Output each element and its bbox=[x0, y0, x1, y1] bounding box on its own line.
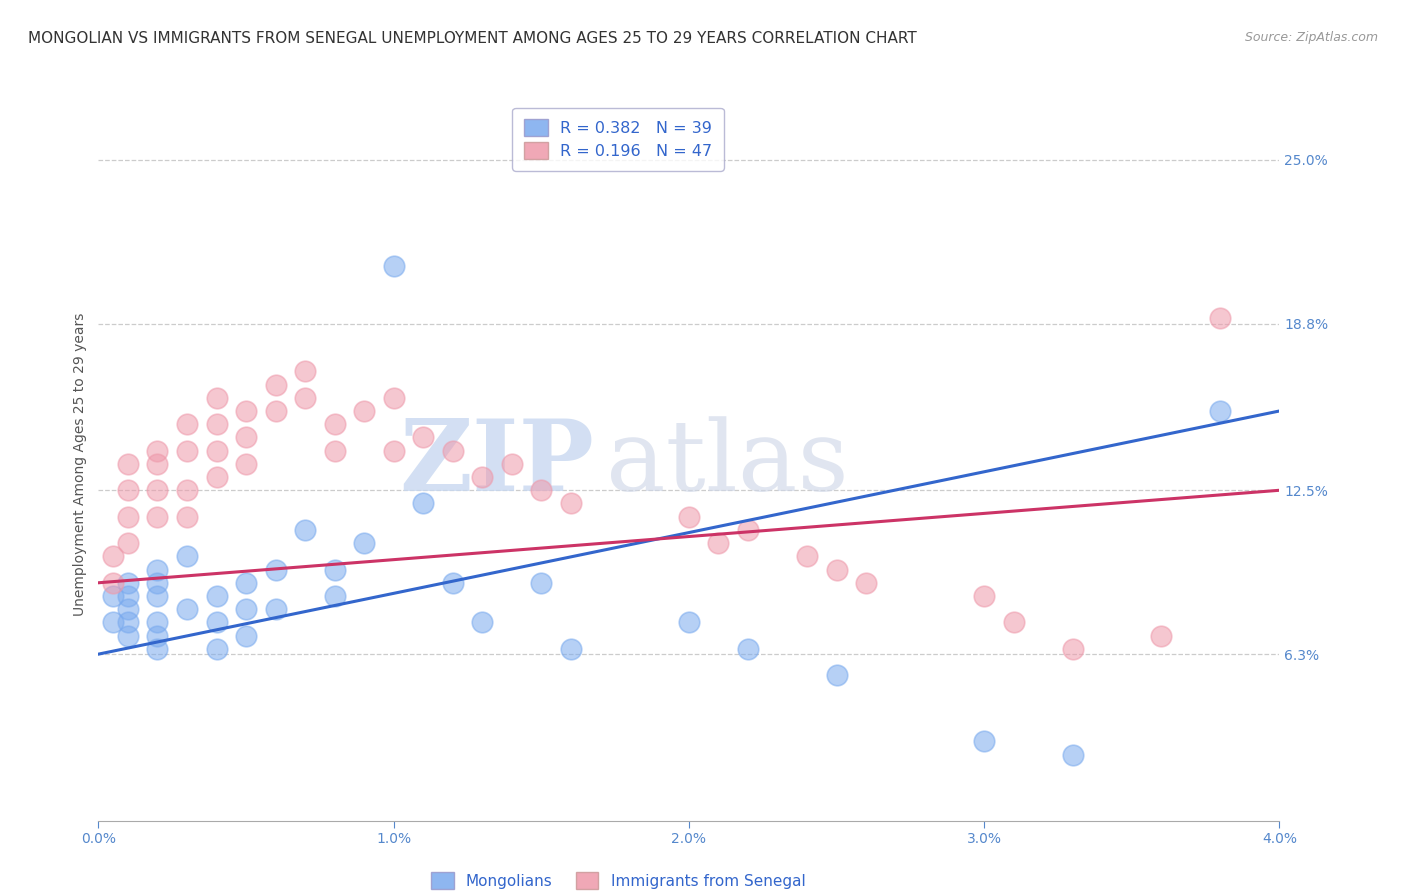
Point bbox=[382, 391, 405, 405]
Point bbox=[353, 536, 375, 550]
Point bbox=[205, 641, 228, 656]
Point bbox=[382, 259, 405, 273]
Point bbox=[235, 629, 257, 643]
Point bbox=[264, 563, 287, 577]
Point bbox=[294, 523, 316, 537]
Point bbox=[471, 470, 494, 484]
Point bbox=[117, 509, 139, 524]
Point bbox=[176, 443, 198, 458]
Point bbox=[796, 549, 818, 564]
Point bbox=[117, 575, 139, 590]
Point bbox=[103, 575, 125, 590]
Point bbox=[737, 641, 759, 656]
Point bbox=[205, 443, 228, 458]
Point bbox=[353, 404, 375, 418]
Point bbox=[176, 509, 198, 524]
Point bbox=[205, 417, 228, 432]
Point bbox=[323, 589, 346, 603]
Legend: Mongolians, Immigrants from Senegal: Mongolians, Immigrants from Senegal bbox=[425, 866, 811, 892]
Point bbox=[117, 589, 139, 603]
Point bbox=[825, 668, 848, 682]
Y-axis label: Unemployment Among Ages 25 to 29 years: Unemployment Among Ages 25 to 29 years bbox=[73, 312, 87, 615]
Point bbox=[235, 457, 257, 471]
Point bbox=[235, 602, 257, 616]
Point bbox=[146, 457, 169, 471]
Point bbox=[412, 496, 434, 510]
Point bbox=[441, 443, 464, 458]
Point bbox=[530, 575, 553, 590]
Point bbox=[855, 575, 877, 590]
Point bbox=[1209, 404, 1232, 418]
Point bbox=[205, 615, 228, 630]
Text: MONGOLIAN VS IMMIGRANTS FROM SENEGAL UNEMPLOYMENT AMONG AGES 25 TO 29 YEARS CORR: MONGOLIAN VS IMMIGRANTS FROM SENEGAL UNE… bbox=[28, 31, 917, 46]
Point bbox=[737, 523, 759, 537]
Point bbox=[176, 417, 198, 432]
Text: ZIP: ZIP bbox=[399, 416, 595, 512]
Point bbox=[471, 615, 494, 630]
Point bbox=[560, 496, 582, 510]
Point bbox=[1150, 629, 1173, 643]
Point bbox=[264, 602, 287, 616]
Point bbox=[323, 443, 346, 458]
Point bbox=[146, 575, 169, 590]
Point bbox=[530, 483, 553, 498]
Point bbox=[412, 430, 434, 444]
Point bbox=[235, 430, 257, 444]
Point bbox=[103, 549, 125, 564]
Point bbox=[678, 615, 700, 630]
Point bbox=[1209, 311, 1232, 326]
Point bbox=[678, 509, 700, 524]
Point bbox=[973, 734, 995, 748]
Point bbox=[176, 549, 198, 564]
Point bbox=[501, 457, 523, 471]
Point bbox=[176, 483, 198, 498]
Point bbox=[441, 575, 464, 590]
Point bbox=[117, 615, 139, 630]
Point bbox=[205, 470, 228, 484]
Point bbox=[117, 629, 139, 643]
Point bbox=[1002, 615, 1025, 630]
Point bbox=[382, 443, 405, 458]
Point bbox=[294, 391, 316, 405]
Text: Source: ZipAtlas.com: Source: ZipAtlas.com bbox=[1244, 31, 1378, 45]
Point bbox=[176, 602, 198, 616]
Point bbox=[146, 615, 169, 630]
Point bbox=[146, 443, 169, 458]
Point bbox=[294, 364, 316, 378]
Point bbox=[103, 589, 125, 603]
Point bbox=[323, 417, 346, 432]
Point bbox=[103, 615, 125, 630]
Point bbox=[117, 457, 139, 471]
Point bbox=[1062, 641, 1084, 656]
Point bbox=[323, 563, 346, 577]
Point bbox=[146, 509, 169, 524]
Point bbox=[235, 575, 257, 590]
Point bbox=[146, 641, 169, 656]
Point bbox=[117, 602, 139, 616]
Point bbox=[205, 391, 228, 405]
Point bbox=[1062, 747, 1084, 762]
Point bbox=[264, 404, 287, 418]
Point bbox=[235, 404, 257, 418]
Point bbox=[560, 641, 582, 656]
Point bbox=[146, 589, 169, 603]
Point bbox=[825, 563, 848, 577]
Point bbox=[117, 483, 139, 498]
Point bbox=[146, 629, 169, 643]
Point bbox=[264, 377, 287, 392]
Point bbox=[205, 589, 228, 603]
Point bbox=[707, 536, 730, 550]
Point bbox=[117, 536, 139, 550]
Point bbox=[146, 563, 169, 577]
Point bbox=[973, 589, 995, 603]
Point bbox=[146, 483, 169, 498]
Text: atlas: atlas bbox=[606, 416, 849, 512]
